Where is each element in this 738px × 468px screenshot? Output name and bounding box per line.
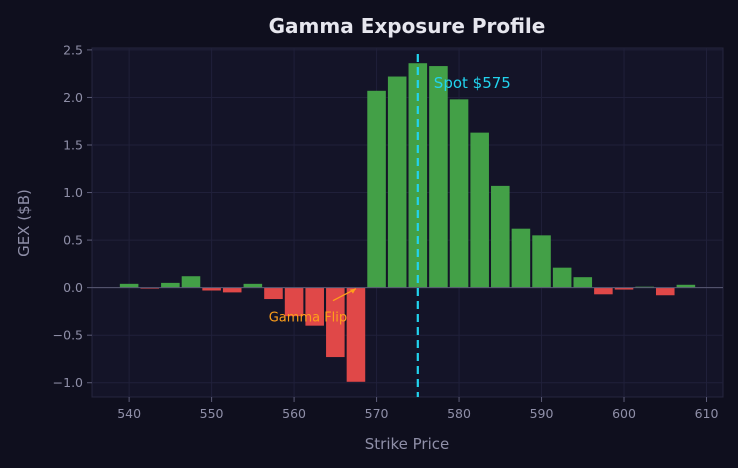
y-axis-label: GEX ($B) bbox=[15, 189, 33, 257]
gex-bar bbox=[511, 228, 531, 288]
gex-bar bbox=[181, 276, 201, 288]
x-tick-label: 580 bbox=[447, 406, 471, 421]
gamma-flip-label: Gamma Flip bbox=[269, 311, 347, 326]
x-tick-label: 600 bbox=[612, 406, 636, 421]
y-tick-label: 2.0 bbox=[63, 90, 83, 105]
gex-bar bbox=[655, 287, 675, 296]
y-tick-label: 2.5 bbox=[63, 42, 83, 57]
gex-bar bbox=[470, 132, 489, 288]
gex-bar bbox=[676, 284, 696, 288]
gex-bar bbox=[161, 282, 180, 288]
x-axis-label: Strike Price bbox=[365, 435, 449, 453]
x-axis-ticks: 540 550 560 570 580 590 600 610 bbox=[117, 397, 718, 421]
chart-title: Gamma Exposure Profile bbox=[269, 14, 546, 38]
x-tick-label: 590 bbox=[530, 406, 554, 421]
gex-bar bbox=[264, 287, 283, 300]
gex-bar bbox=[573, 277, 593, 288]
gex-bar bbox=[305, 287, 324, 326]
y-tick-label: −1.0 bbox=[53, 375, 83, 390]
y-tick-label: 1.0 bbox=[63, 185, 83, 200]
gex-bar bbox=[346, 287, 366, 382]
gex-bar bbox=[222, 287, 242, 293]
spot-price-label: Spot $575 bbox=[434, 74, 511, 92]
gex-bar bbox=[284, 287, 304, 317]
x-tick-label: 550 bbox=[200, 406, 224, 421]
gex-bar bbox=[532, 235, 551, 288]
gex-bar bbox=[614, 287, 634, 290]
gex-bar bbox=[387, 76, 407, 288]
y-tick-label: 0.0 bbox=[63, 280, 83, 295]
y-axis-ticks: −1.0 −0.5 0.0 0.5 1.0 1.5 2.0 2.5 bbox=[53, 42, 92, 390]
x-tick-label: 540 bbox=[117, 406, 141, 421]
gex-bar bbox=[429, 66, 448, 288]
gex-bar bbox=[367, 90, 386, 288]
x-tick-label: 560 bbox=[282, 406, 306, 421]
y-tick-label: 1.5 bbox=[63, 137, 83, 152]
gex-bar bbox=[449, 99, 469, 288]
gex-bar bbox=[202, 287, 221, 291]
x-tick-label: 610 bbox=[695, 406, 719, 421]
y-tick-label: 0.5 bbox=[63, 233, 83, 248]
gex-bar bbox=[326, 287, 345, 358]
gex-bar bbox=[243, 283, 263, 288]
x-tick-label: 570 bbox=[365, 406, 389, 421]
y-tick-label: −0.5 bbox=[53, 328, 83, 343]
gex-bar bbox=[491, 185, 510, 288]
gamma-flip-arrowhead bbox=[349, 288, 356, 294]
plot-area bbox=[91, 47, 724, 398]
gex-bar bbox=[119, 283, 139, 288]
gex-bar bbox=[594, 287, 613, 295]
gex-bar bbox=[552, 267, 572, 288]
